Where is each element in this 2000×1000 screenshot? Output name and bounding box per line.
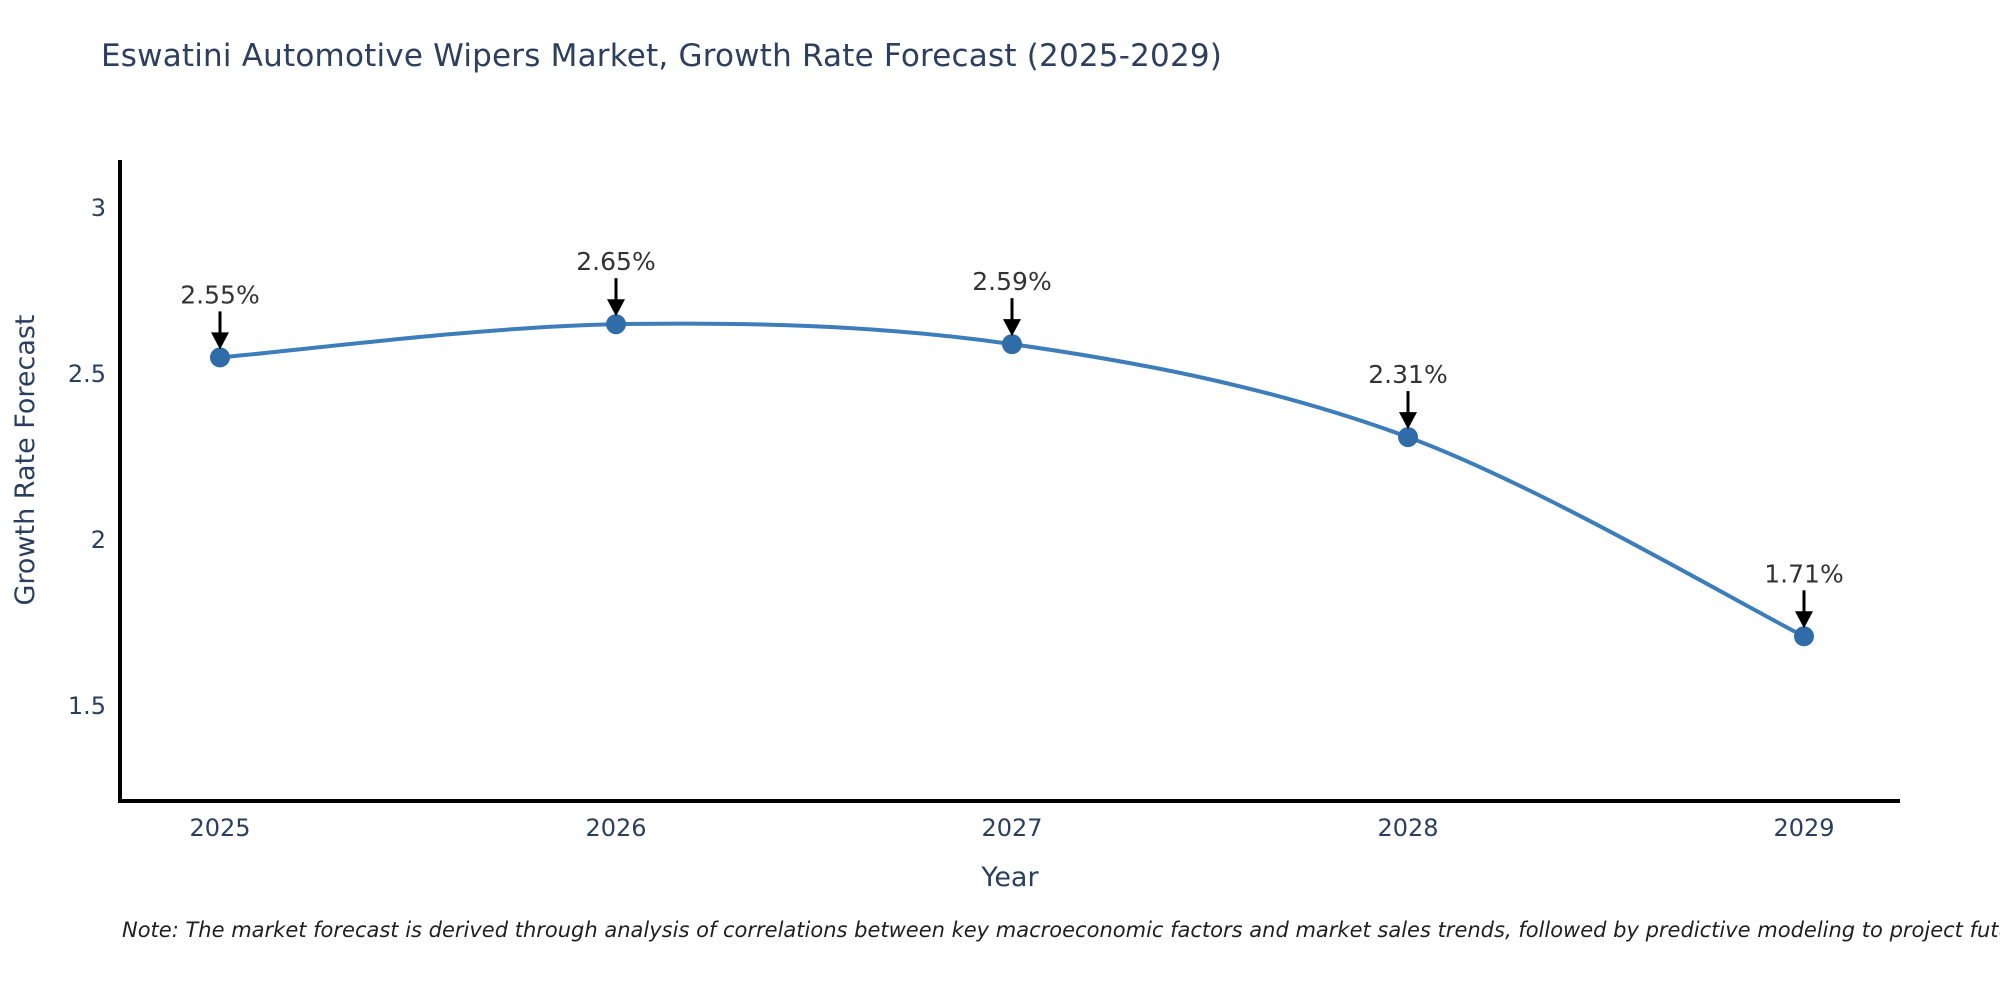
data-point-label: 1.71% [1764,559,1843,588]
x-axis-title: Year [980,862,1039,893]
footnote: Note: The market forecast is derived thr… [122,918,2000,942]
annotation-arrowhead-icon [1795,611,1813,629]
data-point-marker [1794,626,1814,647]
data-point-label: 2.31% [1368,360,1447,389]
y-tick-label: 2 [91,526,106,554]
y-axis-title: Growth Rate Forecast [10,314,41,605]
data-point-marker [1002,334,1022,355]
x-tick-label: 2026 [585,814,646,842]
y-tick-label: 2.5 [68,360,106,388]
annotation-arrowhead-icon [607,299,625,317]
x-tick-label: 2029 [1773,814,1834,842]
annotation-arrowhead-icon [1003,319,1021,337]
forecast-line [219,321,1805,639]
chart-title: Eswatini Automotive Wipers Market, Growt… [101,38,1223,74]
x-tick-label: 2028 [1377,814,1438,842]
data-point-label: 2.65% [576,247,655,276]
annotation-arrowhead-icon [1399,412,1417,430]
x-tick-label: 2027 [981,814,1042,842]
data-point-marker [606,314,626,335]
data-point-marker [1398,427,1418,448]
y-tick-label: 3 [91,194,106,222]
data-point-label: 2.55% [180,280,259,309]
y-tick-label: 1.5 [68,692,106,720]
annotation-arrowhead-icon [211,332,229,350]
x-tick-label: 2025 [189,814,250,842]
data-point-label: 2.59% [972,267,1051,296]
data-point-marker [210,347,230,368]
